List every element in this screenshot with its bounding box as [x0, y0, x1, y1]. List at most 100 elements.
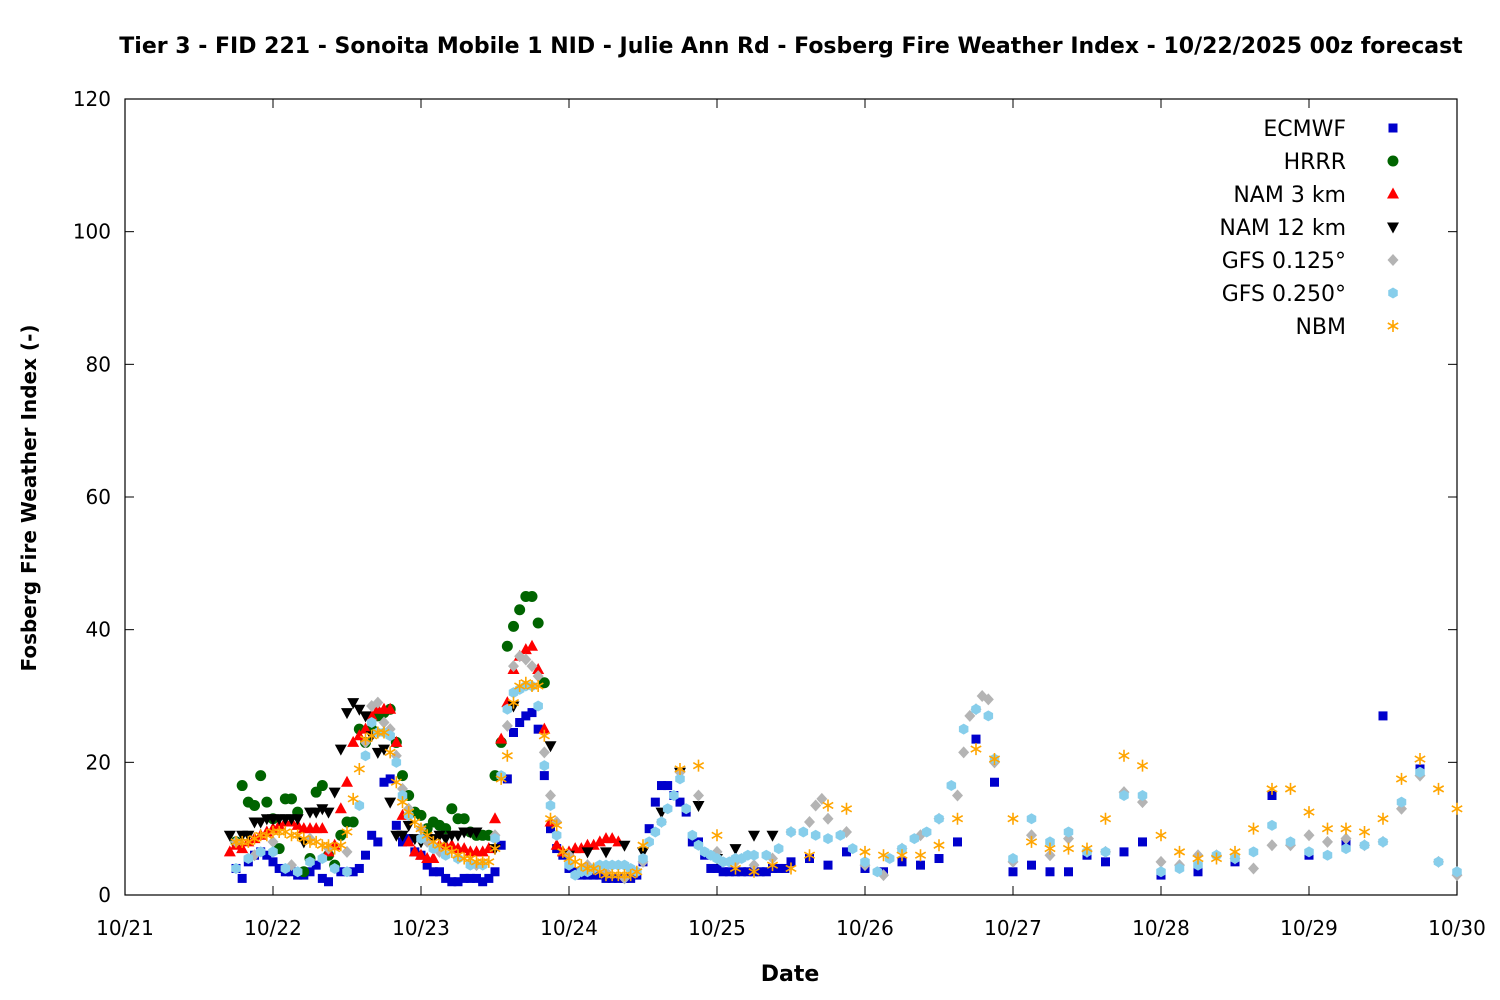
data-point	[526, 591, 538, 602]
x-tick-label: 10/30	[1428, 916, 1486, 940]
data-point	[914, 849, 927, 862]
data-point	[336, 867, 346, 877]
data-point	[274, 863, 284, 873]
data-point	[435, 867, 444, 877]
data-point	[692, 800, 705, 812]
data-point	[415, 848, 427, 860]
data-point	[780, 863, 790, 873]
data-point	[361, 850, 370, 860]
data-point	[396, 830, 409, 842]
data-point	[823, 833, 833, 845]
data-point	[483, 855, 495, 868]
data-point	[317, 873, 327, 883]
y-tick-label: 20	[86, 750, 111, 774]
data-point	[316, 804, 329, 816]
data-point	[822, 812, 834, 825]
data-point	[409, 816, 421, 829]
data-point	[261, 796, 273, 808]
data-point	[687, 829, 698, 841]
data-point	[587, 838, 600, 850]
data-point	[681, 803, 691, 815]
data-point	[526, 639, 538, 651]
data-point	[785, 862, 797, 875]
data-point	[729, 862, 742, 875]
data-point	[1210, 852, 1223, 865]
data-point	[348, 867, 358, 877]
data-point	[496, 840, 506, 850]
data-point	[1396, 796, 1407, 808]
data-point	[502, 703, 513, 715]
data-point	[472, 873, 481, 883]
data-point	[532, 670, 544, 683]
data-point	[322, 807, 335, 819]
data-point	[316, 780, 328, 792]
data-point	[489, 812, 501, 824]
data-point	[316, 822, 329, 834]
data-point	[743, 867, 753, 877]
data-point	[1026, 829, 1037, 842]
data-point	[538, 677, 550, 689]
data-point	[458, 813, 470, 825]
y-tick-label: 60	[86, 485, 111, 509]
data-point	[1433, 856, 1444, 868]
data-point	[644, 824, 654, 834]
data-point	[1027, 860, 1036, 870]
data-point	[773, 843, 784, 855]
data-point	[291, 814, 304, 826]
data-point	[1026, 813, 1037, 825]
data-point	[354, 863, 364, 873]
y-tick-label: 100	[73, 220, 111, 244]
data-point	[501, 719, 513, 732]
data-point	[1267, 819, 1277, 831]
data-point	[416, 833, 426, 845]
legend: ECMWF HRRR NAM 3 km NAM 12 km GFS 0.125° GFS …	[1219, 117, 1399, 340]
data-point	[397, 790, 408, 801]
data-point	[748, 865, 760, 878]
data-point	[223, 830, 236, 842]
data-point	[539, 760, 550, 772]
data-point	[1322, 835, 1333, 848]
legend-label: HRRR	[1284, 150, 1346, 175]
data-point	[804, 816, 815, 829]
data-point	[341, 845, 353, 858]
data-point	[631, 865, 643, 878]
data-point	[884, 853, 895, 865]
data-point	[342, 866, 352, 878]
data-point	[589, 870, 599, 880]
data-point	[964, 709, 976, 722]
data-point	[403, 806, 415, 819]
data-point	[1452, 866, 1462, 878]
data-point	[335, 829, 347, 841]
y-tick-label: 80	[86, 352, 111, 376]
data-point	[1136, 759, 1149, 772]
legend-marker	[1387, 254, 1399, 266]
data-point	[816, 792, 828, 805]
data-point	[538, 729, 550, 742]
data-point	[514, 604, 526, 616]
data-point	[287, 867, 296, 877]
data-point	[237, 873, 247, 883]
data-point	[520, 653, 532, 666]
data-point	[391, 756, 402, 768]
series-6	[230, 676, 1463, 882]
data-point	[532, 617, 544, 629]
data-point	[1173, 845, 1186, 858]
data-point	[378, 726, 390, 739]
data-point	[637, 847, 649, 859]
data-point	[1156, 866, 1166, 878]
data-point	[766, 859, 779, 872]
data-point	[372, 696, 384, 709]
series-3	[223, 698, 779, 866]
data-point	[478, 877, 488, 887]
x-tick-label: 10/25	[688, 916, 746, 940]
data-point	[618, 840, 631, 852]
data-point	[803, 849, 816, 862]
data-point	[662, 803, 673, 815]
data-point	[644, 836, 654, 848]
data-point	[724, 867, 734, 877]
data-point	[551, 819, 563, 832]
data-point	[441, 873, 451, 883]
data-point	[539, 771, 549, 781]
data-point	[446, 803, 458, 815]
legend-label: NAM 12 km	[1219, 216, 1346, 241]
